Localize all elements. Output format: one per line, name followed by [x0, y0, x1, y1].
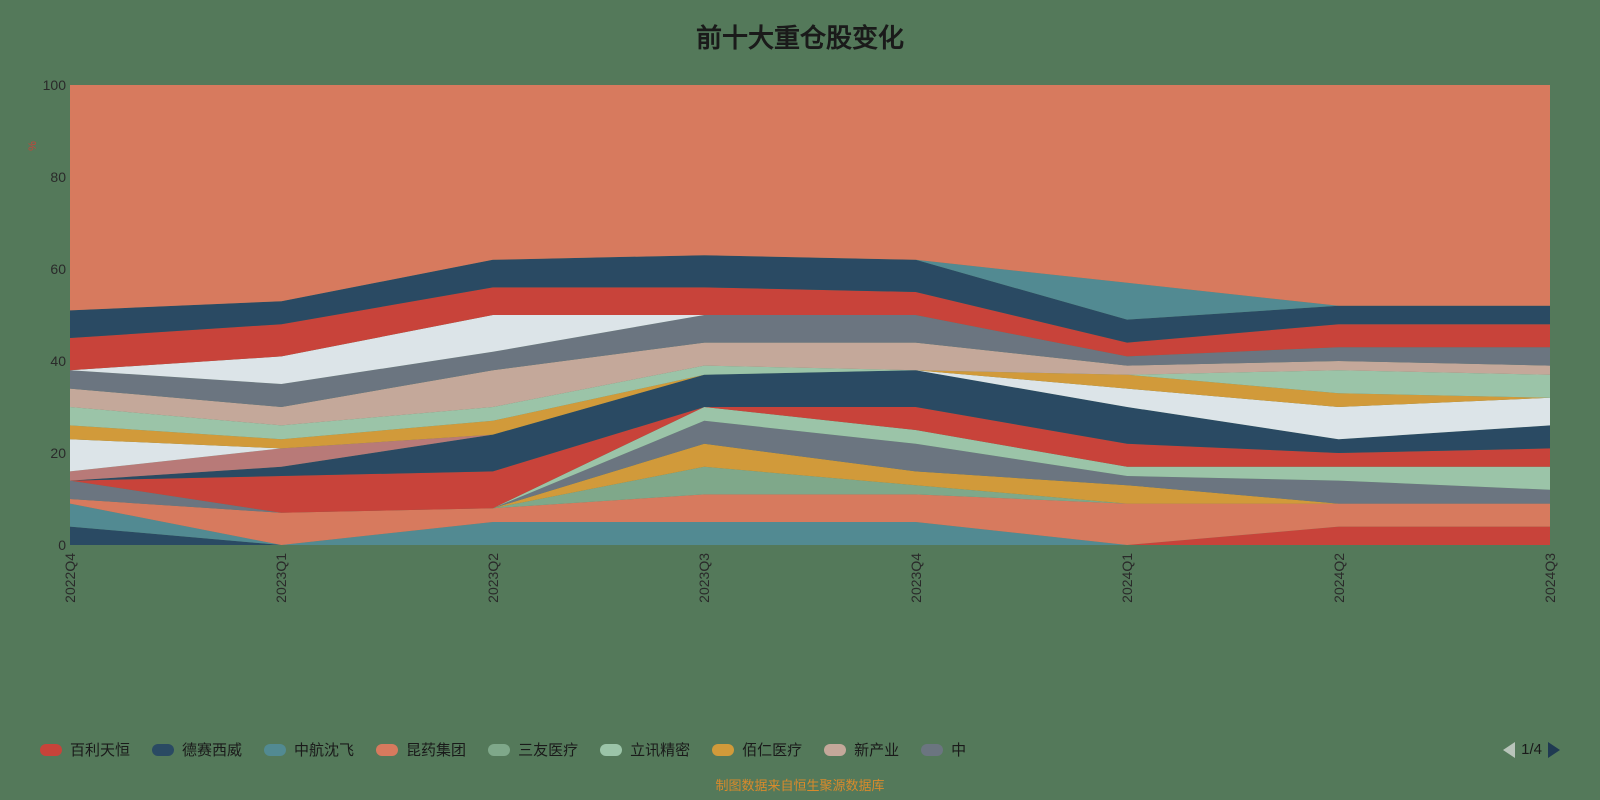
- y-tick: 40: [40, 353, 66, 369]
- x-tick: 2023Q3: [696, 553, 712, 603]
- legend-pager: 1/4: [1503, 741, 1560, 758]
- x-tick: 2023Q4: [908, 553, 924, 603]
- legend-label: 佰仁医疗: [742, 739, 802, 760]
- legend-swatch: [264, 744, 286, 756]
- legend-swatch: [921, 744, 943, 756]
- legend-swatch: [824, 744, 846, 756]
- chart-title: 前十大重仓股变化: [0, 0, 1600, 55]
- legend-swatch: [600, 744, 622, 756]
- legend-item[interactable]: 中: [921, 739, 966, 760]
- legend-swatch: [376, 744, 398, 756]
- y-tick: 80: [40, 169, 66, 185]
- legend-swatch: [488, 744, 510, 756]
- x-tick: 2024Q2: [1331, 553, 1347, 603]
- x-tick: 2023Q1: [273, 553, 289, 603]
- legend-item[interactable]: 立讯精密: [600, 739, 690, 760]
- pager-next-icon[interactable]: [1548, 742, 1560, 758]
- legend-label: 三友医疗: [518, 739, 578, 760]
- pager-prev-icon[interactable]: [1503, 742, 1515, 758]
- y-tick: 20: [40, 445, 66, 461]
- legend-label: 百利天恒: [70, 739, 130, 760]
- y-tick: 0: [40, 537, 66, 553]
- y-tick: 100: [40, 77, 66, 93]
- legend-item[interactable]: 德赛西威: [152, 739, 242, 760]
- legend-label: 中: [951, 739, 966, 760]
- legend-item[interactable]: 昆药集团: [376, 739, 466, 760]
- legend-item[interactable]: 百利天恒: [40, 739, 130, 760]
- x-tick: 2022Q4: [62, 553, 78, 603]
- chart-plot-area: [70, 85, 1550, 545]
- pager-text: 1/4: [1521, 741, 1542, 758]
- legend-item[interactable]: 新产业: [824, 739, 899, 760]
- x-tick: 2024Q1: [1119, 553, 1135, 603]
- legend-item[interactable]: 佰仁医疗: [712, 739, 802, 760]
- legend-swatch: [712, 744, 734, 756]
- legend-item[interactable]: 中航沈飞: [264, 739, 354, 760]
- chart-footer-source: 制图数据来自恒生聚源数据库: [0, 775, 1600, 794]
- chart-legend: 百利天恒 德赛西威 中航沈飞 昆药集团 三友医疗 立讯精密 佰仁医疗 新产业 中 1/4: [40, 739, 1560, 760]
- x-tick: 2024Q3: [1542, 553, 1558, 603]
- legend-swatch: [40, 744, 62, 756]
- stacked-area-svg: [70, 85, 1550, 545]
- legend-label: 中航沈飞: [294, 739, 354, 760]
- x-tick: 2023Q2: [485, 553, 501, 603]
- legend-item[interactable]: 三友医疗: [488, 739, 578, 760]
- legend-swatch: [152, 744, 174, 756]
- y-axis-label: %: [27, 141, 39, 151]
- legend-label: 立讯精密: [630, 739, 690, 760]
- legend-label: 德赛西威: [182, 739, 242, 760]
- legend-label: 昆药集团: [406, 739, 466, 760]
- legend-label: 新产业: [854, 739, 899, 760]
- y-tick: 60: [40, 261, 66, 277]
